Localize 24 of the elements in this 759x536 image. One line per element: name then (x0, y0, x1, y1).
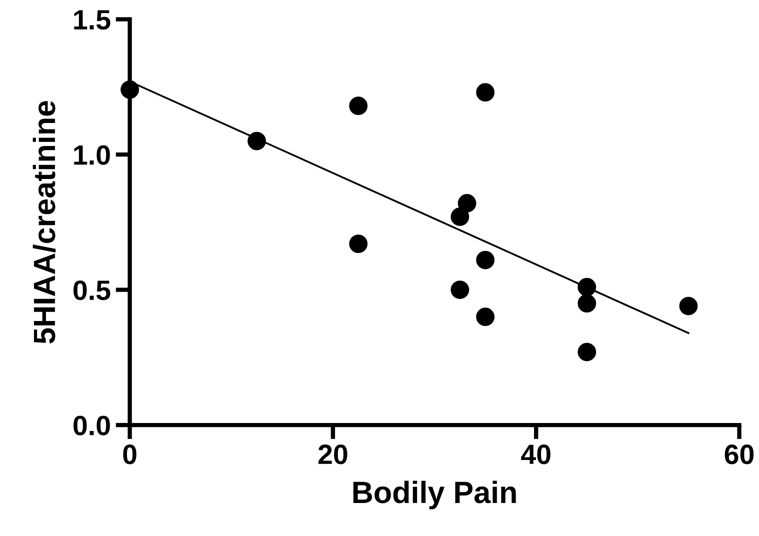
y-axis-title: 5HIAA/creatinine (32, 100, 56, 344)
point (450, 208, 470, 226)
point (476, 83, 495, 102)
x-tick-label: 60 (724, 444, 754, 464)
x-tick-label: 0 (123, 444, 136, 464)
point (349, 234, 368, 254)
point (248, 132, 266, 150)
point (578, 294, 596, 313)
y-tick-label: 1.5 (74, 10, 110, 30)
x-tick-label: 40 (521, 444, 550, 464)
x-axis-title: Bodily Pain (353, 480, 516, 510)
point (450, 280, 470, 299)
point (578, 278, 596, 296)
y-tick-label: 1.0 (74, 145, 110, 165)
y-tick-label: 0.0 (74, 416, 110, 436)
point (476, 308, 495, 326)
x-tick-label: 20 (318, 444, 348, 464)
point (458, 194, 476, 212)
point (349, 96, 368, 116)
y-tick-label: 0.5 (74, 280, 110, 300)
point (476, 250, 495, 270)
point (679, 296, 698, 316)
point (120, 80, 139, 99)
point (578, 342, 596, 362)
